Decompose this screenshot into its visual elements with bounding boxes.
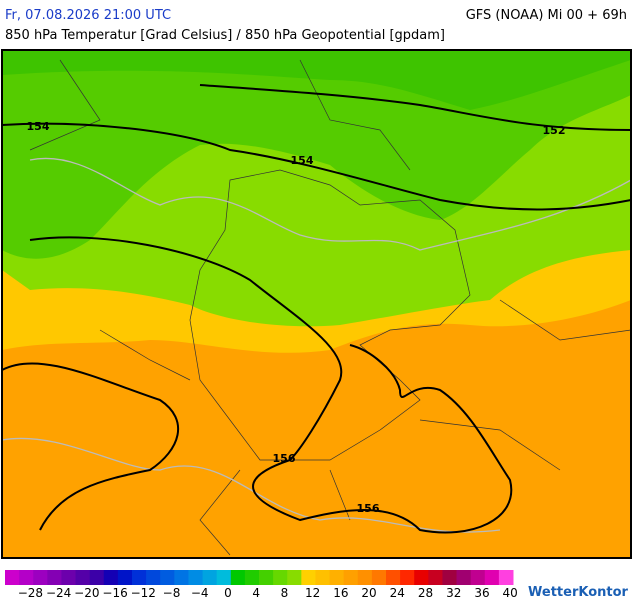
- contour-label: 156: [273, 452, 296, 465]
- borders: [29, 59, 632, 556]
- darkgreen-area: [2, 50, 631, 110]
- color-swatch: [19, 570, 34, 585]
- map-frame: [1, 49, 632, 559]
- logo: WetterKontor: [528, 585, 629, 600]
- color-swatch: [273, 570, 288, 585]
- color-swatch: [188, 570, 204, 585]
- contour-label: 156: [357, 502, 380, 515]
- color-swatch: [315, 570, 331, 585]
- legend-tick-label: 12: [305, 586, 320, 600]
- color-swatch: [470, 570, 486, 585]
- color-swatch: [89, 570, 105, 585]
- color-swatch: [414, 570, 429, 585]
- color-swatch: [146, 570, 161, 585]
- legend-tick-label: 32: [446, 586, 461, 600]
- legend-tick-label: 4: [252, 586, 260, 600]
- color-swatch: [202, 570, 218, 585]
- legend-tick-label: 16: [333, 586, 348, 600]
- color-swatch: [428, 570, 443, 585]
- legend-tick-label: 36: [474, 586, 489, 600]
- contour-label: 154: [27, 120, 50, 133]
- legend-tick-label: −8: [163, 586, 181, 600]
- color-swatch: [33, 570, 48, 585]
- legend-tick-label: −28: [18, 586, 43, 600]
- color-swatch: [400, 570, 415, 585]
- date-label: Fr, 07.08.2026 21:00 UTC: [5, 8, 171, 23]
- color-swatch: [498, 570, 514, 585]
- color-swatch: [371, 570, 387, 585]
- color-swatch: [117, 570, 133, 585]
- color-swatch: [244, 570, 260, 585]
- legend-tick-label: 40: [503, 586, 518, 600]
- legend-tick-label: 8: [281, 586, 289, 600]
- model-label: GFS (NOAA) Mi 00 + 69h: [466, 8, 627, 23]
- color-swatch: [357, 570, 373, 585]
- color-swatch: [442, 570, 458, 585]
- legend-tick-label: −24: [46, 586, 71, 600]
- colorbar: −28 −24 −20 −16 −12 −8 −4 0 4 8 12 16 20 24 28 32 36 40: [5, 570, 518, 600]
- legend-tick-label: −20: [74, 586, 99, 600]
- legend-tick-label: 28: [418, 586, 433, 600]
- color-swatch: [386, 570, 401, 585]
- color-swatch: [132, 570, 147, 585]
- legend-tick-label: −16: [102, 586, 127, 600]
- legend-tick-label: 20: [361, 586, 376, 600]
- legend-tick-label: −12: [131, 586, 156, 600]
- contour-label: 154: [291, 154, 314, 167]
- color-swatch: [287, 570, 302, 585]
- color-swatch: [216, 570, 232, 585]
- subtitle: 850 hPa Temperatur [Grad Celsius] / 850 …: [5, 28, 445, 43]
- legend-tick-label: 24: [390, 586, 405, 600]
- map: 154 154 152 156 156: [1, 49, 632, 559]
- color-swatch: [75, 570, 91, 585]
- isohypses: [1, 84, 632, 534]
- color-swatch: [230, 570, 246, 585]
- color-swatch: [47, 570, 62, 585]
- color-swatch: [484, 570, 500, 585]
- color-swatch: [456, 570, 472, 585]
- color-swatch: [343, 570, 359, 585]
- isotherms: [1, 157, 632, 533]
- color-swatch: [61, 570, 77, 585]
- legend-tick-label: −4: [191, 586, 209, 600]
- color-swatch: [329, 570, 345, 585]
- color-swatch: [160, 570, 175, 585]
- color-swatch: [259, 570, 274, 585]
- legend-tick-label: 0: [224, 586, 232, 600]
- color-swatch: [174, 570, 189, 585]
- color-swatch: [5, 570, 20, 585]
- color-swatch: [103, 570, 119, 585]
- contour-label: 152: [543, 124, 566, 137]
- color-swatch: [301, 570, 316, 585]
